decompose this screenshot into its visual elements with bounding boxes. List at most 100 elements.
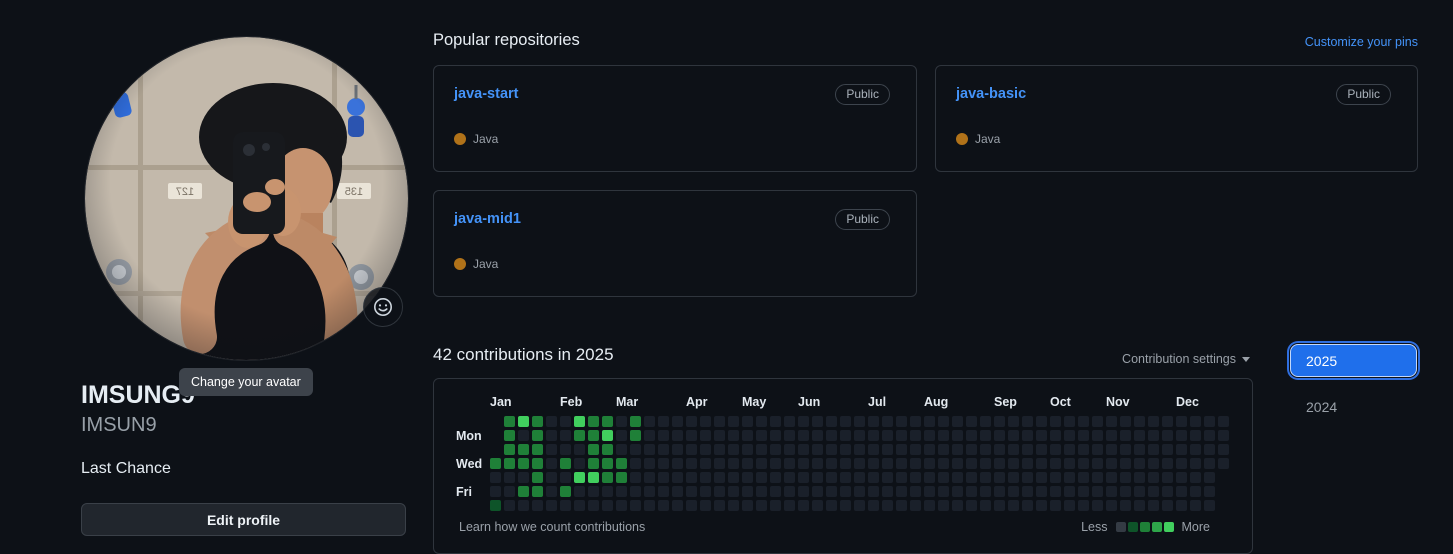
contribution-cell[interactable] [518, 472, 529, 483]
contribution-cell[interactable] [490, 472, 501, 483]
contribution-cell[interactable] [980, 416, 991, 427]
contribution-cell[interactable] [868, 416, 879, 427]
contribution-cell[interactable] [868, 472, 879, 483]
contribution-cell[interactable] [532, 458, 543, 469]
contribution-cell[interactable] [714, 430, 725, 441]
contribution-cell[interactable] [602, 430, 613, 441]
contribution-cell[interactable] [826, 430, 837, 441]
contribution-cell[interactable] [1134, 486, 1145, 497]
contribution-cell[interactable] [812, 444, 823, 455]
contribution-cell[interactable] [980, 472, 991, 483]
contribution-cell[interactable] [798, 486, 809, 497]
contribution-cell[interactable] [1176, 430, 1187, 441]
contribution-cell[interactable] [700, 416, 711, 427]
contribution-cell[interactable] [840, 444, 851, 455]
contribution-cell[interactable] [546, 500, 557, 511]
contribution-cell[interactable] [1106, 458, 1117, 469]
year-2025-button[interactable]: 2025 [1290, 344, 1417, 377]
contribution-cell[interactable] [1092, 500, 1103, 511]
contribution-cell[interactable] [1120, 500, 1131, 511]
contribution-cell[interactable] [1134, 458, 1145, 469]
contribution-cell[interactable] [602, 444, 613, 455]
contribution-cell[interactable] [728, 416, 739, 427]
contribution-cell[interactable] [1022, 500, 1033, 511]
contribution-cell[interactable] [1162, 458, 1173, 469]
contribution-cell[interactable] [658, 458, 669, 469]
contribution-cell[interactable] [1190, 416, 1201, 427]
contribution-cell[interactable] [896, 472, 907, 483]
contribution-cell[interactable] [672, 486, 683, 497]
contribution-cell[interactable] [882, 430, 893, 441]
contribution-cell[interactable] [994, 430, 1005, 441]
contribution-cell[interactable] [896, 430, 907, 441]
contribution-cell[interactable] [742, 500, 753, 511]
contribution-cell[interactable] [672, 416, 683, 427]
contribution-cell[interactable] [1106, 444, 1117, 455]
contribution-cell[interactable] [560, 444, 571, 455]
profile-avatar[interactable]: 127 135 [84, 36, 409, 361]
contribution-cell[interactable] [882, 458, 893, 469]
contribution-cell[interactable] [658, 472, 669, 483]
contribution-cell[interactable] [1120, 486, 1131, 497]
contribution-cell[interactable] [616, 416, 627, 427]
contribution-cell[interactable] [602, 500, 613, 511]
contribution-cell[interactable] [1162, 416, 1173, 427]
contribution-cell[interactable] [770, 444, 781, 455]
contribution-cell[interactable] [742, 472, 753, 483]
contribution-cell[interactable] [952, 458, 963, 469]
contribution-cell[interactable] [1120, 416, 1131, 427]
contribution-cell[interactable] [574, 486, 585, 497]
contribution-cell[interactable] [1204, 486, 1215, 497]
contribution-cell[interactable] [518, 486, 529, 497]
contribution-cell[interactable] [616, 458, 627, 469]
contribution-cell[interactable] [966, 458, 977, 469]
contribution-cell[interactable] [1008, 444, 1019, 455]
contribution-cell[interactable] [574, 472, 585, 483]
contribution-cell[interactable] [1176, 458, 1187, 469]
contribution-cell[interactable] [686, 444, 697, 455]
contribution-cell[interactable] [798, 430, 809, 441]
contribution-cell[interactable] [560, 458, 571, 469]
contribution-cell[interactable] [966, 486, 977, 497]
contribution-cell[interactable] [532, 444, 543, 455]
contribution-cell[interactable] [1078, 430, 1089, 441]
contribution-cell[interactable] [518, 500, 529, 511]
contribution-cell[interactable] [588, 430, 599, 441]
contribution-cell[interactable] [560, 500, 571, 511]
contribution-cell[interactable] [630, 486, 641, 497]
contribution-cell[interactable] [1050, 416, 1061, 427]
contribution-cell[interactable] [1176, 486, 1187, 497]
contribution-cell[interactable] [1218, 430, 1229, 441]
contribution-cell[interactable] [714, 458, 725, 469]
contribution-cell[interactable] [714, 416, 725, 427]
contribution-cell[interactable] [630, 458, 641, 469]
contribution-cell[interactable] [784, 472, 795, 483]
contribution-cell[interactable] [504, 458, 515, 469]
contribution-cell[interactable] [1064, 500, 1075, 511]
contribution-cell[interactable] [1204, 416, 1215, 427]
contribution-cell[interactable] [616, 444, 627, 455]
contribution-cell[interactable] [896, 416, 907, 427]
contribution-cell[interactable] [812, 472, 823, 483]
contribution-cell[interactable] [784, 486, 795, 497]
contribution-cell[interactable] [1092, 472, 1103, 483]
contribution-cell[interactable] [1190, 500, 1201, 511]
contribution-cell[interactable] [686, 416, 697, 427]
contribution-cell[interactable] [686, 500, 697, 511]
contribution-cell[interactable] [966, 500, 977, 511]
contribution-cell[interactable] [1120, 472, 1131, 483]
contribution-cell[interactable] [1190, 430, 1201, 441]
contribution-cell[interactable] [812, 458, 823, 469]
contribution-cell[interactable] [826, 500, 837, 511]
contribution-cell[interactable] [1064, 416, 1075, 427]
contribution-cell[interactable] [1022, 458, 1033, 469]
contribution-cell[interactable] [616, 486, 627, 497]
contribution-cell[interactable] [784, 458, 795, 469]
contribution-cell[interactable] [924, 472, 935, 483]
contribution-cell[interactable] [672, 472, 683, 483]
contribution-cell[interactable] [1078, 444, 1089, 455]
contribution-cell[interactable] [952, 500, 963, 511]
contribution-cell[interactable] [1148, 458, 1159, 469]
contribution-cell[interactable] [490, 458, 501, 469]
contribution-cell[interactable] [714, 444, 725, 455]
